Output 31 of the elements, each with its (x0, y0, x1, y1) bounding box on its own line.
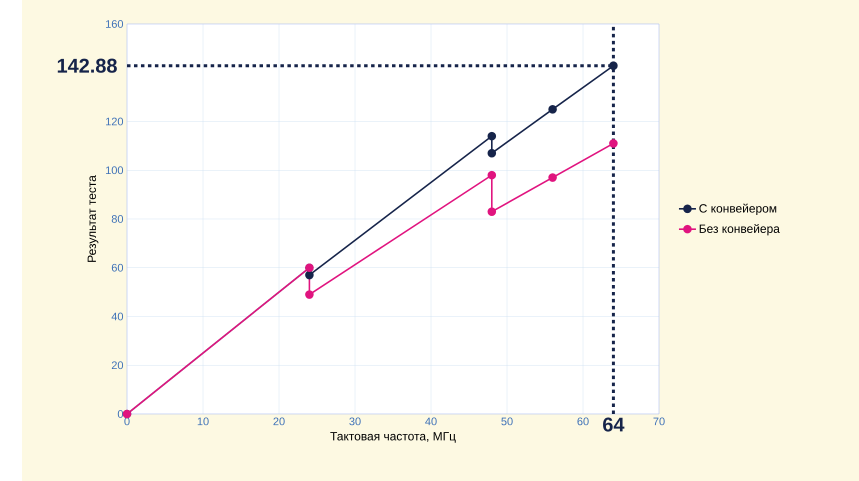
x-tick-label: 20 (273, 418, 285, 426)
point (488, 132, 496, 140)
y-tick-label: 60 (112, 264, 124, 272)
x-tick-label: 30 (349, 418, 361, 426)
y-tick-label: 120 (106, 118, 124, 126)
point (548, 105, 557, 114)
point (488, 148, 496, 158)
legend-label: С конвейером (699, 204, 776, 215)
x-axis-title: Тактовая частота, МГц (330, 432, 456, 443)
x-tick-label: 60 (577, 418, 589, 426)
y-tick-label: 20 (112, 361, 124, 370)
y-tick-label: 80 (112, 215, 124, 223)
y-tick-label: 160 (106, 20, 124, 28)
point (548, 173, 557, 182)
y-tick-label: 40 (112, 312, 124, 320)
point (609, 61, 618, 70)
x-tick-label: 10 (198, 418, 209, 426)
point (305, 290, 314, 299)
y-tick-label: 0 (118, 410, 124, 418)
y-axis-title: Результат теста (88, 175, 98, 262)
ref-line-label: 142.88 (58, 58, 117, 73)
x-tick-label: 40 (425, 418, 437, 426)
ref-line-label: 64 (603, 418, 624, 432)
legend-label: Без конвейера (700, 224, 780, 236)
point (305, 270, 314, 280)
point (609, 139, 618, 148)
point (488, 207, 496, 216)
x-tick-label: 70 (653, 418, 665, 426)
y-tick-label: 100 (106, 166, 124, 174)
x-tick-label: 50 (501, 418, 513, 426)
point (488, 170, 496, 180)
